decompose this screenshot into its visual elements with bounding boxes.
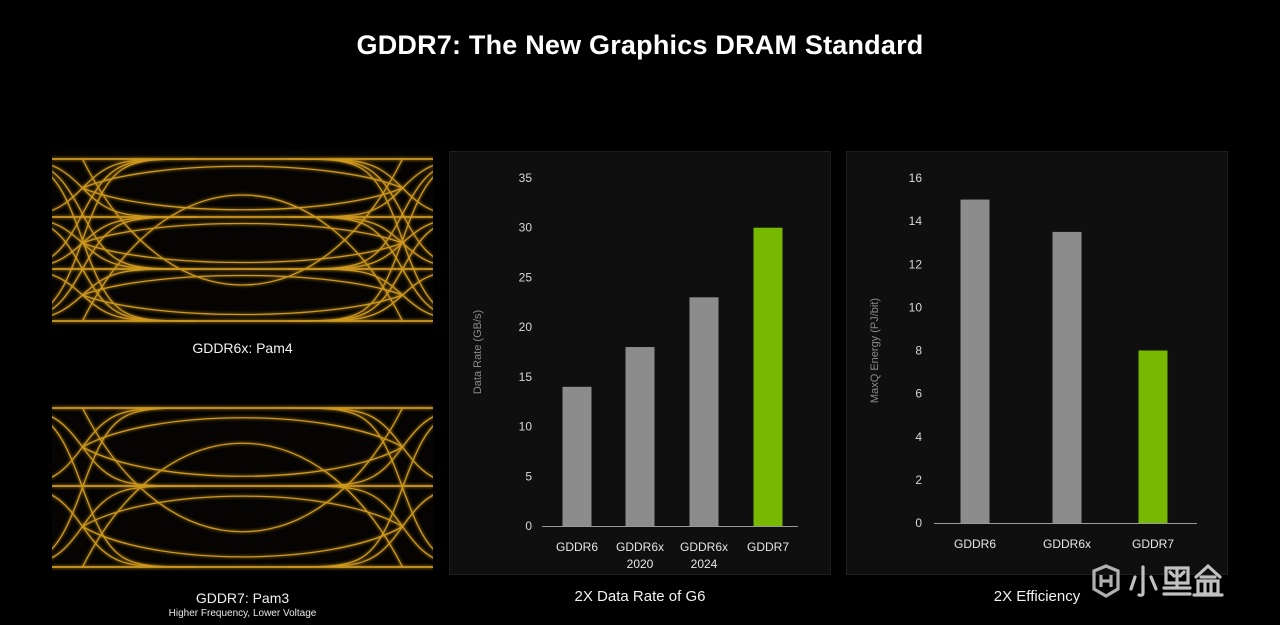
y-tick-label: 12 [909, 257, 923, 271]
y-tick-label: 16 [909, 171, 923, 185]
y-tick-label: 20 [519, 320, 533, 334]
y-tick-label: 0 [525, 519, 532, 533]
pam4-caption: GDDR6x: Pam4 [192, 340, 293, 356]
watermark-logo-icon [1092, 564, 1224, 598]
eye-transition [288, 228, 433, 322]
eye-arc [81, 407, 404, 533]
x-tick-label: GDDR6x [1043, 537, 1091, 551]
data-rate-chart: 0 5 10 15 20 25 30 35 Data Rate (GB/s) GDDR6 GDDR6… [472, 171, 798, 571]
pam3-caption: GDDR7: Pam3 [195, 590, 290, 606]
x-tick-label: 2020 [627, 557, 654, 571]
x-tick-label: 2024 [691, 557, 718, 571]
eye-arc [82, 222, 403, 244]
y-tick-label: 15 [519, 370, 533, 384]
pam4-eye-svg [52, 158, 433, 322]
eye-arc [82, 495, 403, 528]
eye-transition [288, 176, 433, 322]
eye-transition [52, 176, 197, 322]
eye-transition [52, 216, 197, 310]
bar [753, 227, 783, 526]
eye-arc [82, 294, 403, 316]
eye-arc [82, 274, 403, 296]
eye-transition [288, 485, 433, 559]
eye-transition [52, 494, 197, 568]
eye-transition [288, 268, 433, 316]
x-tick-label: GDDR6x [680, 540, 728, 554]
y-tick-label: 25 [519, 270, 533, 284]
pam4-eye-diagram [52, 151, 433, 326]
bar [689, 297, 719, 526]
eye-transition [288, 222, 433, 270]
eye-transition [52, 158, 197, 258]
watermark-logo [1088, 563, 1248, 603]
eye-transition [52, 216, 197, 264]
eye-arc [81, 442, 404, 568]
eye-transition [288, 494, 433, 568]
eye-transition [52, 485, 197, 559]
data-rate-chart-panel: 0 5 10 15 20 25 30 35 Data Rate (GB/s) GDDR6 GDDR6… [449, 151, 831, 575]
x-tick-label: GDDR6 [556, 540, 598, 554]
pam3-eye-diagram [52, 404, 433, 571]
y-axis-label: Data Rate (GB/s) [472, 310, 484, 394]
bar [625, 347, 655, 526]
efficiency-chart: 0 2 4 6 8 10 12 14 16 MaxQ Energy (PJ/bit) GDDR6 GD… [869, 171, 1197, 551]
x-tick-label: GDDR6 [954, 537, 996, 551]
y-tick-label: 5 [525, 469, 532, 483]
y-tick-label: 10 [909, 300, 923, 314]
y-tick-label: 4 [915, 430, 922, 444]
y-tick-label: 2 [915, 473, 922, 487]
bar [960, 199, 990, 523]
eye-transition [288, 274, 433, 322]
eye-transition [52, 407, 197, 478]
y-tick-label: 35 [519, 171, 533, 185]
x-tick-label: GDDR7 [747, 540, 789, 554]
bar [562, 386, 592, 526]
y-axis-label: MaxQ Energy (PJ/bit) [869, 298, 881, 403]
eye-transition [52, 268, 197, 316]
eye-transition [288, 170, 433, 270]
eye-traces [52, 407, 433, 568]
eye-transition [288, 407, 433, 478]
eye-transition [288, 216, 433, 264]
bar [1138, 350, 1168, 523]
eye-arc [82, 525, 403, 558]
eye-arc [82, 165, 403, 189]
efficiency-caption: 2X Efficiency [993, 588, 1081, 605]
eye-arc [82, 417, 403, 448]
eye-arc [81, 194, 404, 322]
y-tick-label: 8 [915, 344, 922, 358]
page-title: GDDR7: The New Graphics DRAM Standard [356, 30, 924, 60]
y-tick-label: 10 [519, 420, 533, 434]
eye-transition [52, 274, 197, 322]
eye-transition [288, 416, 433, 487]
eye-transition [288, 158, 433, 304]
y-tick-label: 30 [519, 221, 533, 235]
eye-arc [82, 242, 403, 264]
efficiency-chart-panel: 0 2 4 6 8 10 12 14 16 MaxQ Energy (PJ/bit) GDDR6 GD… [846, 151, 1228, 575]
eye-transition [52, 416, 197, 487]
y-tick-label: 14 [909, 214, 923, 228]
pam3-subcaption: Higher Frequency, Lower Voltage [168, 608, 317, 619]
eye-transition [52, 158, 197, 304]
eye-transition [52, 407, 197, 550]
x-tick-label: GDDR7 [1132, 537, 1174, 551]
eye-arc [81, 158, 404, 286]
eye-arc [82, 446, 403, 477]
eye-transition [52, 222, 197, 270]
pam3-eye-svg [52, 407, 433, 568]
x-tick-label: GDDR6x [616, 540, 664, 554]
eye-transition [288, 425, 433, 568]
bar [1052, 231, 1082, 523]
y-tick-label: 6 [915, 387, 922, 401]
eye-traces [52, 158, 433, 322]
data-rate-caption: 2X Data Rate of G6 [574, 588, 706, 605]
eye-arc [82, 187, 403, 211]
y-tick-label: 0 [915, 516, 922, 530]
